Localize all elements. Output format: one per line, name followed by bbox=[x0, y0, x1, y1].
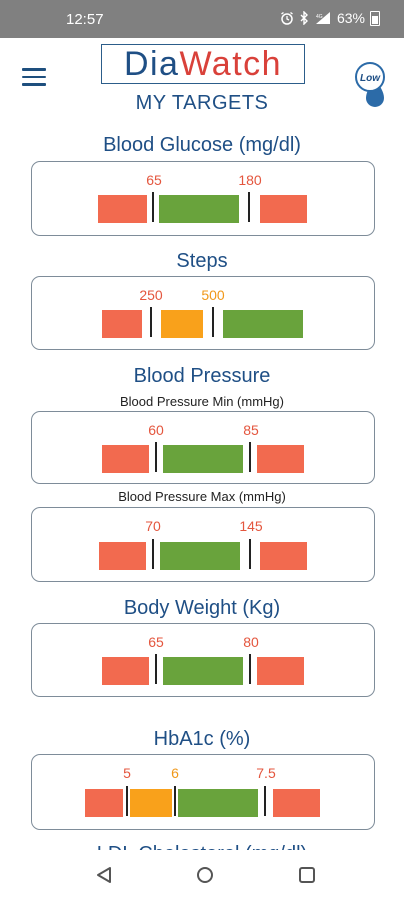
page-title: MY TARGETS bbox=[135, 92, 269, 114]
bp-min-low-value: 60 bbox=[148, 422, 164, 438]
svg-text:4G: 4G bbox=[316, 14, 323, 20]
bp-min-low-bar bbox=[102, 445, 149, 473]
recents-icon[interactable] bbox=[298, 866, 316, 884]
navigation-bar bbox=[0, 850, 404, 900]
bp-min-high-marker bbox=[249, 442, 251, 472]
weight-high-value: 80 bbox=[243, 634, 259, 650]
glucose-high-marker bbox=[248, 192, 250, 222]
hba1c-marker-1 bbox=[126, 786, 128, 816]
bp-max-low-marker bbox=[152, 539, 154, 569]
hba1c-title: HbA1c (%) bbox=[153, 728, 251, 750]
bp-min-high-value: 85 bbox=[243, 422, 259, 438]
blood-glucose-title: Blood Glucose (mg/dl) bbox=[103, 134, 301, 156]
hba1c-threshold-3: 7.5 bbox=[256, 765, 276, 781]
bp-min-low-marker bbox=[155, 442, 157, 472]
weight-high-marker bbox=[249, 654, 251, 684]
body-weight-card[interactable]: 65 80 bbox=[31, 623, 375, 697]
glucose-target-bar bbox=[159, 195, 239, 223]
glucose-high-bar bbox=[260, 195, 307, 223]
bp-max-high-marker bbox=[249, 539, 251, 569]
body-weight-title: Body Weight (Kg) bbox=[123, 597, 281, 619]
status-bar: 12:57 4G 63% bbox=[0, 0, 404, 38]
steps-low-value: 250 bbox=[139, 287, 163, 303]
weight-low-bar bbox=[102, 657, 149, 685]
bp-max-title: Blood Pressure Max (mmHg) bbox=[118, 489, 286, 504]
glucose-low-marker bbox=[152, 192, 154, 222]
bp-max-high-value: 145 bbox=[239, 518, 263, 534]
bp-max-low-bar bbox=[99, 542, 146, 570]
hba1c-marker-3 bbox=[264, 786, 266, 816]
bp-max-low-value: 70 bbox=[145, 518, 161, 534]
blood-glucose-card[interactable]: 65 180 bbox=[31, 161, 375, 236]
status-icons: 4G 63% bbox=[280, 10, 380, 26]
bp-min-card[interactable]: 60 85 bbox=[31, 411, 375, 484]
bluetooth-icon bbox=[300, 11, 308, 25]
low-badge-icon[interactable]: Low bbox=[349, 57, 393, 107]
bp-min-high-bar bbox=[257, 445, 304, 473]
steps-high-marker bbox=[212, 307, 214, 337]
hba1c-threshold-2: 6 bbox=[171, 765, 179, 781]
bp-max-card[interactable]: 70 145 bbox=[31, 507, 375, 582]
bp-max-high-bar bbox=[260, 542, 307, 570]
app-logo: DiaWatch bbox=[101, 44, 305, 84]
steps-card[interactable]: 250 500 bbox=[31, 276, 375, 350]
home-icon[interactable] bbox=[196, 866, 214, 884]
menu-icon[interactable] bbox=[22, 68, 46, 88]
weight-low-marker bbox=[155, 654, 157, 684]
hba1c-high-bar bbox=[273, 789, 320, 817]
status-time: 12:57 bbox=[66, 11, 104, 28]
weight-low-value: 65 bbox=[148, 634, 164, 650]
steps-low-bar bbox=[102, 310, 142, 338]
bp-min-title: Blood Pressure Min (mmHg) bbox=[120, 394, 284, 409]
steps-title: Steps bbox=[176, 250, 228, 272]
hba1c-mid-bar bbox=[130, 789, 172, 817]
weight-target-bar bbox=[163, 657, 243, 685]
hba1c-low-bar bbox=[85, 789, 123, 817]
battery-icon bbox=[370, 10, 380, 26]
signal-icon: 4G bbox=[315, 12, 330, 24]
hba1c-target-bar bbox=[178, 789, 258, 817]
blood-pressure-title: Blood Pressure bbox=[133, 365, 271, 387]
glucose-low-value: 65 bbox=[146, 172, 162, 188]
alarm-icon bbox=[281, 11, 293, 25]
hba1c-marker-2 bbox=[174, 786, 176, 816]
back-icon[interactable] bbox=[95, 866, 113, 884]
battery-percent: 63% bbox=[336, 10, 365, 26]
glucose-high-value: 180 bbox=[238, 172, 262, 188]
bp-min-target-bar bbox=[163, 445, 243, 473]
ldl-title-partial: LDL Cholesterol (mg/dl) bbox=[0, 841, 404, 851]
steps-low-marker bbox=[150, 307, 152, 337]
steps-target-bar bbox=[223, 310, 303, 338]
weight-high-bar bbox=[257, 657, 304, 685]
hba1c-threshold-1: 5 bbox=[123, 765, 131, 781]
steps-high-value: 500 bbox=[201, 287, 225, 303]
steps-mid-bar bbox=[161, 310, 203, 338]
bp-max-target-bar bbox=[160, 542, 240, 570]
glucose-low-bar bbox=[98, 195, 147, 223]
svg-text:Low: Low bbox=[360, 73, 381, 84]
hba1c-card[interactable]: 5 6 7.5 bbox=[31, 754, 375, 830]
